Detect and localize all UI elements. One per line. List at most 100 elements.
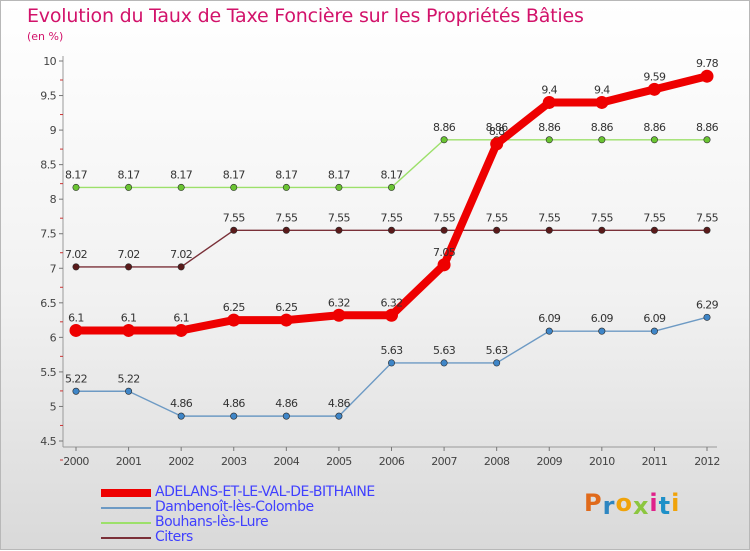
- data-point-adelans-et-le-val-de-bithaine: [174, 323, 188, 337]
- legend-swatch: [101, 507, 151, 509]
- legend-label: Citers: [155, 529, 193, 545]
- proxiti-logo: Proxiti: [584, 489, 681, 520]
- data-point-adelans-et-le-val-de-bithaine: [385, 308, 398, 322]
- series-line-adelans-et-le-val-de-bithaine: [72, 72, 711, 335]
- data-point-citers: [230, 226, 238, 234]
- data-label-bouhans-les-lure: 8.86: [538, 121, 561, 134]
- data-label-citers: 7.55: [223, 211, 246, 224]
- data-label-citers: 7.55: [486, 211, 509, 224]
- x-tick-label: 2009: [536, 455, 562, 468]
- y-tick-label: 7: [50, 262, 57, 275]
- y-tick-label: 10: [43, 55, 56, 68]
- data-point-adelans-et-le-val-de-bithaine: [332, 308, 346, 322]
- data-label-citers: 7.55: [328, 211, 351, 224]
- data-label-citers: 7.55: [380, 211, 403, 224]
- data-point-adelans-et-le-val-de-bithaine: [437, 258, 451, 272]
- y-tick-label: 9.5: [40, 90, 56, 103]
- data-label-adelans-et-le-val-de-bithaine: 6.1: [68, 311, 84, 324]
- chart-title: Evolution du Taux de Taxe Foncière sur l…: [27, 5, 584, 27]
- data-label-bouhans-les-lure: 8.86: [643, 121, 666, 134]
- data-point-adelans-et-le-val-de-bithaine: [279, 313, 293, 327]
- data-label-adelans-et-le-val-de-bithaine: 6.32: [328, 296, 350, 309]
- data-point-bouhans-les-lure: [282, 183, 290, 191]
- x-tick-label: 2000: [63, 455, 89, 468]
- data-label-dambenoit-les-colombe: 4.86: [223, 397, 246, 410]
- data-point-citers: [282, 226, 290, 234]
- y-tick-label: 5.5: [40, 366, 56, 379]
- data-point-citers: [545, 226, 553, 234]
- data-label-dambenoit-les-colombe: 4.86: [275, 397, 298, 410]
- legend-swatch: [101, 522, 151, 524]
- y-tick-label: 8: [50, 193, 57, 206]
- data-label-bouhans-les-lure: 8.86: [486, 121, 509, 134]
- data-point-dambenoit-les-colombe: [125, 387, 133, 395]
- logo-letter: P: [584, 489, 603, 517]
- data-point-citers: [440, 226, 448, 234]
- data-label-citers: 7.02: [118, 248, 140, 261]
- data-point-adelans-et-le-val-de-bithaine: [595, 95, 609, 109]
- x-tick-label: 2003: [221, 455, 247, 468]
- data-label-adelans-et-le-val-de-bithaine: 9.4: [541, 83, 557, 96]
- data-label-citers: 7.55: [643, 211, 666, 224]
- data-label-adelans-et-le-val-de-bithaine: 6.32: [380, 296, 402, 309]
- legend-label: Dambenoît-lès-Colombe: [155, 499, 314, 515]
- data-point-bouhans-les-lure: [72, 183, 80, 191]
- y-tick-label: 5: [50, 400, 57, 413]
- x-tick-label: 2004: [274, 455, 300, 468]
- data-label-citers: 7.55: [538, 211, 561, 224]
- data-label-bouhans-les-lure: 8.17: [65, 168, 88, 181]
- data-label-dambenoit-les-colombe: 5.22: [118, 372, 140, 385]
- data-label-dambenoit-les-colombe: 6.09: [591, 312, 614, 325]
- data-label-dambenoit-les-colombe: 4.86: [328, 397, 351, 410]
- data-label-adelans-et-le-val-de-bithaine: 6.1: [173, 311, 189, 324]
- data-point-citers: [125, 263, 133, 271]
- data-point-dambenoit-les-colombe: [230, 412, 238, 420]
- data-label-bouhans-les-lure: 8.17: [118, 168, 141, 181]
- legend-label: ADELANS-ET-LE-VAL-DE-BITHAINE: [155, 484, 375, 500]
- x-tick-label: 2007: [431, 455, 457, 468]
- data-point-dambenoit-les-colombe: [545, 327, 553, 335]
- data-point-dambenoit-les-colombe: [282, 412, 290, 420]
- data-point-citers: [650, 226, 658, 234]
- data-point-adelans-et-le-val-de-bithaine: [227, 313, 241, 327]
- data-label-bouhans-les-lure: 8.17: [170, 168, 193, 181]
- legend-swatch: [101, 537, 151, 539]
- x-tick-label: 2005: [326, 455, 352, 468]
- data-point-bouhans-les-lure: [335, 183, 343, 191]
- data-label-adelans-et-le-val-de-bithaine: 9.4: [594, 83, 610, 96]
- x-tick-label: 2006: [379, 455, 405, 468]
- data-label-citers: 7.55: [275, 211, 298, 224]
- data-point-dambenoit-les-colombe: [335, 412, 343, 420]
- data-label-bouhans-les-lure: 8.17: [275, 168, 298, 181]
- x-tick-label: 2012: [694, 455, 720, 468]
- logo-letter: r: [602, 492, 616, 520]
- data-point-citers: [493, 226, 501, 234]
- data-label-dambenoit-les-colombe: 6.09: [643, 312, 666, 325]
- data-label-bouhans-les-lure: 8.86: [696, 121, 719, 134]
- x-tick-label: 2001: [116, 455, 142, 468]
- data-label-dambenoit-les-colombe: 5.63: [486, 344, 509, 357]
- data-label-citers: 7.55: [591, 211, 614, 224]
- logo-letter: o: [615, 489, 633, 517]
- data-point-citers: [335, 226, 343, 234]
- data-point-citers: [72, 263, 80, 271]
- data-point-bouhans-les-lure: [650, 136, 658, 144]
- data-point-dambenoit-les-colombe: [72, 387, 80, 395]
- y-tick-label: 6.5: [40, 297, 56, 310]
- x-tick-label: 2010: [589, 455, 615, 468]
- data-label-adelans-et-le-val-de-bithaine: 8.8: [489, 125, 505, 138]
- data-label-adelans-et-le-val-de-bithaine: 9.59: [643, 70, 666, 83]
- legend-swatch: [101, 489, 151, 497]
- logo-letter: i: [671, 489, 681, 517]
- data-label-citers: 7.55: [696, 211, 719, 224]
- y-tick-label: 8.5: [40, 159, 56, 172]
- legend-label: Bouhans-lès-Lure: [155, 514, 269, 530]
- logo-letter: i: [649, 489, 659, 517]
- data-label-bouhans-les-lure: 8.86: [591, 121, 614, 134]
- y-axis-unit-label: (en %): [27, 30, 64, 43]
- data-label-adelans-et-le-val-de-bithaine: 6.25: [223, 301, 246, 314]
- y-tick-label: 6: [50, 331, 57, 344]
- data-label-dambenoit-les-colombe: 6.09: [538, 312, 561, 325]
- y-tick-label: 4.5: [40, 435, 56, 448]
